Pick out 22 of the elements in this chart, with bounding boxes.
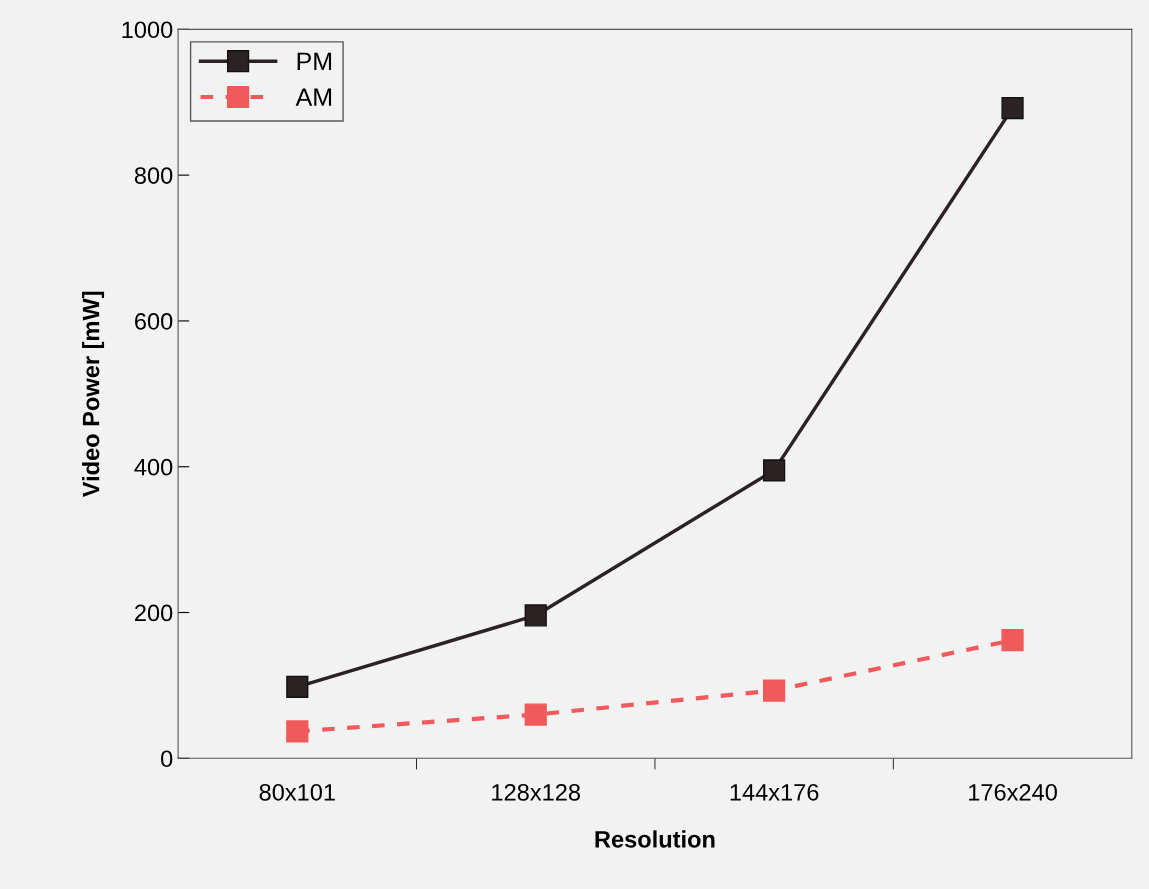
- x-tick-label: 80x101: [259, 783, 335, 801]
- y-tick-label: 200: [135, 604, 173, 622]
- y-tick-label: 0: [161, 750, 173, 768]
- point: [763, 459, 786, 482]
- legend-label: AM: [295, 88, 332, 106]
- y-tick-label: 1000: [122, 21, 173, 39]
- point: [1001, 629, 1024, 652]
- point: [524, 703, 547, 726]
- x-tick-label: 176x240: [969, 783, 1057, 801]
- y-tick-label: 600: [135, 313, 173, 330]
- x-tick-label: 144x176: [730, 783, 819, 801]
- point: [763, 679, 786, 702]
- x-tick-label: 128x128: [492, 783, 580, 801]
- point: [286, 675, 309, 698]
- y-tick-label: 400: [134, 458, 173, 476]
- point: [1001, 96, 1024, 120]
- x-axis-title: Resolution: [595, 830, 715, 848]
- point: [524, 604, 547, 627]
- legend-label: PM: [297, 52, 332, 70]
- point: [286, 720, 309, 743]
- y-axis-title: Video Power [mW]: [82, 291, 105, 498]
- y-tick-label: 800: [134, 167, 173, 184]
